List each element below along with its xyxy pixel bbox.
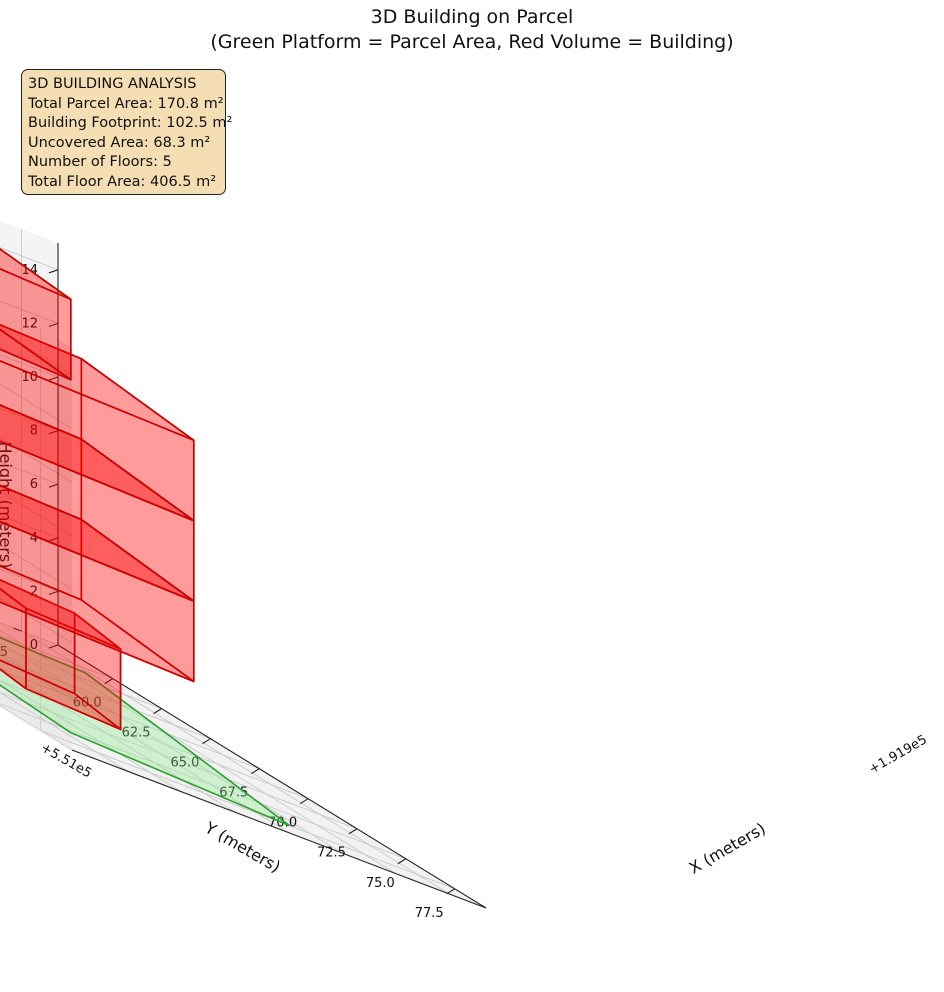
stats-box-line: Total Parcel Area: 170.8 m² (28, 95, 224, 112)
z-tick (48, 430, 59, 435)
parcel-platform (0, 636, 291, 827)
x-tick (299, 798, 309, 805)
gridline-y (0, 642, 343, 854)
x-axis-label: X (meters) (686, 819, 769, 878)
x-tick (104, 678, 114, 685)
floor-1-bottom-face (0, 659, 122, 731)
x-tick (251, 768, 260, 775)
x-offset-label: +1.919e5 (867, 732, 930, 777)
gridline-x (0, 703, 407, 860)
stats-box-line: Total Floor Area: 406.5 m² (28, 173, 217, 190)
gridline-x (0, 680, 309, 800)
z-tick (48, 376, 59, 381)
gridline-y (0, 667, 236, 813)
y-axis-line (57, 644, 487, 909)
gridline-x (0, 646, 162, 710)
floor-4-bottom-face (0, 404, 195, 522)
z-tick (48, 269, 59, 274)
z-tick (48, 590, 59, 595)
stats-box-line: Building Footprint: 102.5 m² (28, 115, 233, 131)
stats-box: 3D BUILDING ANALYSIS Total Parcel Area: … (21, 69, 233, 195)
z-axis-label: Height (meters) (0, 442, 15, 569)
floor-3-side-face (0, 404, 83, 521)
z-tick (48, 322, 59, 327)
z-tick-label: 10 (21, 370, 38, 385)
z-tick-label: 2 (30, 584, 38, 599)
x-axis-line (71, 749, 487, 909)
x-tick (348, 828, 358, 835)
gridline-x (0, 691, 358, 830)
x-tick-label: 75.0 (366, 876, 395, 891)
z-tick-label: 0 (30, 638, 38, 653)
gridline-y (0, 679, 182, 793)
stats-box-line: Uncovered Area: 68.3 m² (28, 134, 211, 151)
gridline-y (0, 654, 289, 834)
floor-2-side-face (0, 484, 83, 601)
chart-title-line-1: 3D Building on Parcel (370, 6, 574, 28)
x-tick (397, 858, 407, 865)
y-tick-label: 32.5 (0, 645, 8, 660)
y-tick (13, 627, 22, 632)
chart-title-line-2: (Green Platform = Parcel Area, Red Volum… (210, 31, 734, 53)
x-tick-label: 65.0 (170, 756, 199, 771)
z-tick-label: 6 (30, 477, 38, 492)
floor-2-bottom-face (0, 565, 195, 683)
floor-3-bottom-face (0, 484, 195, 602)
z-tick (48, 483, 59, 488)
z-tick (48, 537, 59, 542)
z-tick (48, 644, 59, 649)
gridline-y (0, 629, 397, 874)
floor-5-top-face (0, 248, 72, 301)
gridline-x (0, 657, 211, 740)
x-tick (202, 738, 211, 745)
floor-1-top-face (0, 579, 122, 650)
floor-5-bottom-face (0, 328, 72, 381)
floor-4-side-face (0, 323, 83, 440)
x-tick (153, 708, 162, 715)
floor-pane (0, 622, 486, 908)
x-tick-label: 72.5 (317, 846, 346, 861)
z-tick-label: 8 (30, 424, 38, 439)
x-tick-label: 77.5 (415, 906, 444, 921)
x-tick (446, 888, 456, 895)
stats-box-heading: 3D BUILDING ANALYSIS (28, 76, 197, 92)
z-tick-label: 4 (30, 531, 38, 546)
z-tick-label: 12 (21, 316, 38, 331)
floor-4-top-face (0, 323, 195, 442)
stats-box-line: Number of Floors: 5 (28, 154, 172, 170)
x-tick-label: 62.5 (122, 726, 151, 741)
